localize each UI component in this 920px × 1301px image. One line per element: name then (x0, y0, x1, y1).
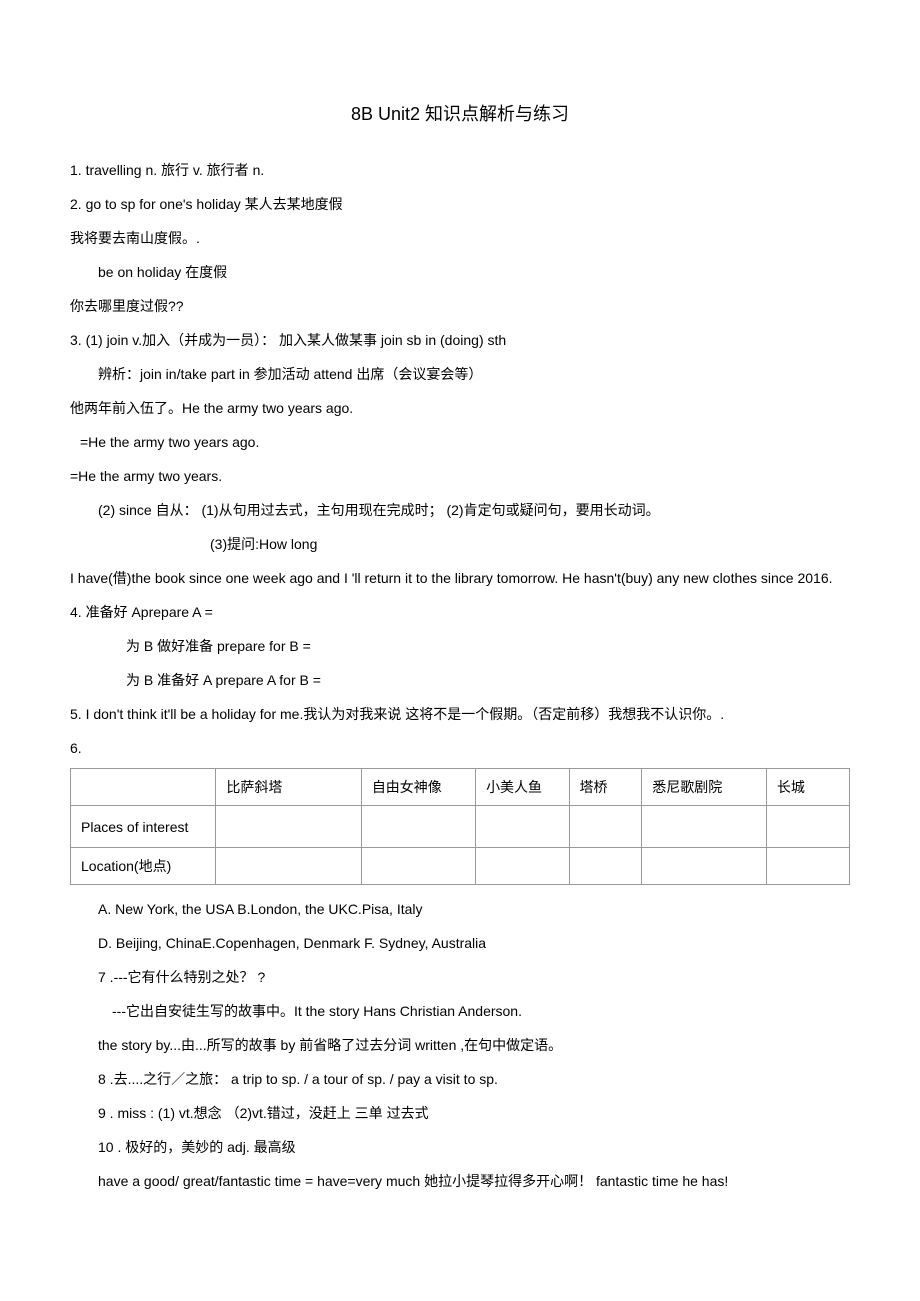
text-line-6: 3. (1) join v.加入（并成为一员）： 加入某人做某事 join sb… (70, 326, 850, 354)
table-cell (361, 848, 475, 885)
table-header-cell: 塔桥 (569, 769, 642, 806)
table-cell (476, 806, 569, 848)
table-cell (476, 848, 569, 885)
table-cell (569, 848, 642, 885)
table-cell (766, 848, 849, 885)
text-line-7: 辨析：join in/take part in 参加活动 attend 出席（会… (70, 360, 850, 388)
text-line-21: 7 .---它有什么特别之处？ ? (70, 963, 850, 991)
table-header-cell: 长城 (766, 769, 849, 806)
text-line-19: A. New York, the USA B.London, the UKC.P… (70, 895, 850, 923)
text-line-22: ---它出自安徒生写的故事中。It the story Hans Christi… (70, 997, 850, 1025)
table-header-cell: 小美人鱼 (476, 769, 569, 806)
text-line-24: 8 .去....之行／之旅： a trip to sp. / a tour of… (70, 1065, 850, 1093)
text-line-8: 他两年前入伍了。He the army two years ago. (70, 394, 850, 422)
text-line-27: have a good/ great/fantastic time = have… (70, 1167, 850, 1195)
table-cell (216, 806, 361, 848)
text-line-1: 1. travelling n. 旅行 v. 旅行者 n. (70, 156, 850, 184)
text-line-23: the story by...由...所写的故事 by 前省略了过去分词 wri… (70, 1031, 850, 1059)
text-line-4: be on holiday 在度假 (70, 258, 850, 286)
text-line-20: D. Beijing, ChinaE.Copenhagen, Denmark F… (70, 929, 850, 957)
text-line-25: 9 . miss : (1) vt.想念 （2)vt.错过，没赶上 三单 过去式 (70, 1099, 850, 1127)
table-cell (642, 806, 767, 848)
table-cell-label: Places of interest (71, 806, 216, 848)
text-line-10: =He the army two years. (70, 462, 850, 490)
table-header-cell (71, 769, 216, 806)
text-line-3: 我将要去南山度假。. (70, 224, 850, 252)
text-line-11: (2) since 自从： (1)从句用过去式，主句用现在完成时； (2)肯定句… (70, 496, 850, 524)
text-line-16: 为 B 准备好 A prepare A for B = (70, 666, 850, 694)
text-line-18: 6. (70, 734, 850, 762)
table-cell (642, 848, 767, 885)
table-cell (766, 806, 849, 848)
landmarks-table: 比萨斜塔 自由女神像 小美人鱼 塔桥 悉尼歌剧院 长城 Places of in… (70, 768, 850, 885)
table-header-cell: 比萨斜塔 (216, 769, 361, 806)
table-cell-label: Location(地点) (71, 848, 216, 885)
text-line-9: =He the army two years ago. (70, 428, 850, 456)
table-cell (216, 848, 361, 885)
table-header-cell: 自由女神像 (361, 769, 475, 806)
table-cell (361, 806, 475, 848)
text-line-2: 2. go to sp for one's holiday 某人去某地度假 (70, 190, 850, 218)
text-line-12: (3)提问:How long (70, 530, 850, 558)
text-line-14: 4. 准备好 Aprepare A = (70, 598, 850, 626)
table-header-cell: 悉尼歌剧院 (642, 769, 767, 806)
text-line-17: 5. I don't think it'll be a holiday for … (70, 700, 850, 728)
page-title: 8B Unit2 知识点解析与练习 (70, 100, 850, 126)
table-row: Location(地点) (71, 848, 850, 885)
text-line-13: I have(借)the book since one week ago and… (70, 564, 850, 592)
table-cell (569, 806, 642, 848)
text-line-5: 你去哪里度过假?? (70, 292, 850, 320)
text-line-26: 10 . 极好的，美妙的 adj. 最高级 (70, 1133, 850, 1161)
table-row: Places of interest (71, 806, 850, 848)
text-line-15: 为 B 做好准备 prepare for B = (70, 632, 850, 660)
table-header-row: 比萨斜塔 自由女神像 小美人鱼 塔桥 悉尼歌剧院 长城 (71, 769, 850, 806)
